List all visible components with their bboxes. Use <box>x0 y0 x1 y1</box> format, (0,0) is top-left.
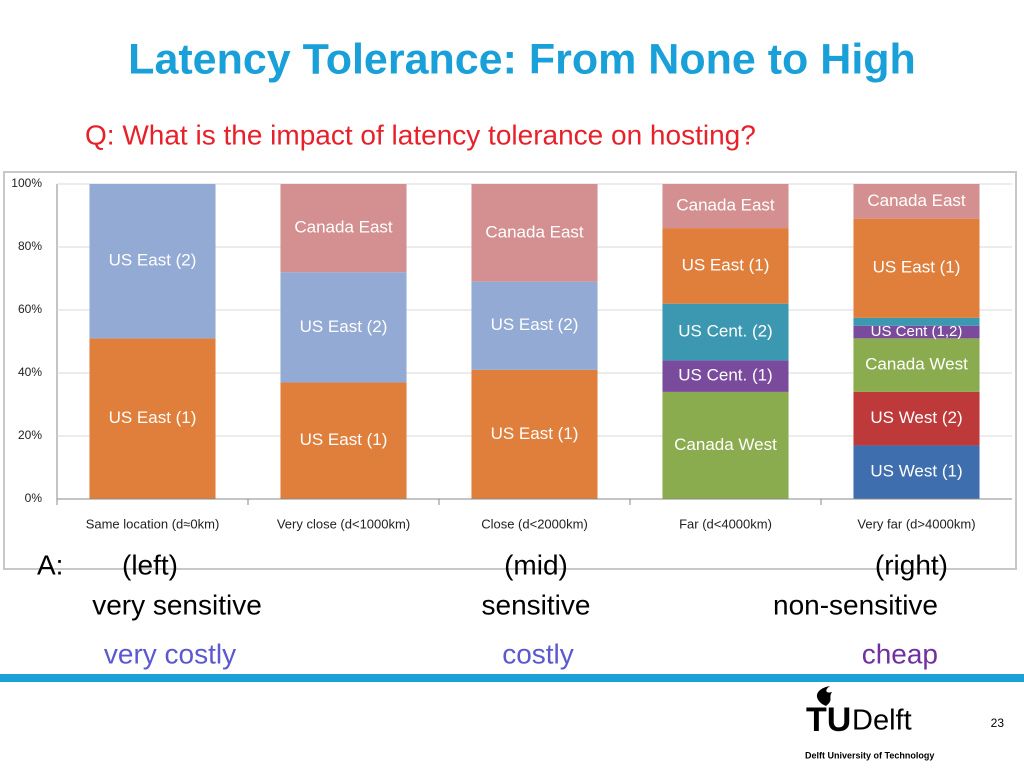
answer-sensitivity: non-sensitive <box>773 589 938 620</box>
bar-segment <box>89 338 216 499</box>
segment-label: US East (2) <box>109 251 197 270</box>
segment-label: US West (2) <box>870 408 962 427</box>
answer-cost: very costly <box>104 638 236 669</box>
segment-label: Canada East <box>867 191 966 210</box>
segment-label: Canada West <box>674 435 777 454</box>
segment-label: US West (1) <box>870 462 962 481</box>
x-tick-label: Very close (d<1000km) <box>277 516 410 531</box>
logo-flame <box>816 686 832 706</box>
segment-label: Canada West <box>865 355 968 374</box>
segment-label: Canada East <box>294 218 393 237</box>
answer-prefix: A: <box>37 549 63 580</box>
bar-segment <box>853 325 980 339</box>
bar-segment <box>280 382 407 499</box>
bar-segment <box>853 445 980 499</box>
segment-label: US East (1) <box>109 408 197 427</box>
bar-segment <box>853 218 980 318</box>
answer-sensitivity: sensitive <box>482 589 591 620</box>
answer-sensitivity: very sensitive <box>92 589 262 620</box>
x-tick-label: Close (d<2000km) <box>481 516 588 531</box>
y-tick-label: 60% <box>18 302 42 316</box>
y-tick-label: 80% <box>18 239 42 253</box>
slide-subtitle: Q: What is the impact of latency toleran… <box>85 119 756 150</box>
y-tick-label: 100% <box>11 176 42 190</box>
bar-segment <box>662 360 789 392</box>
bar-segment <box>662 228 789 304</box>
answer-position: (right) <box>875 549 948 580</box>
bar-segment <box>280 272 407 383</box>
answer-position: (mid) <box>504 549 568 580</box>
segment-label: US East (2) <box>491 315 579 334</box>
answer-cost: cheap <box>862 638 938 669</box>
page-number: 23 <box>991 716 1005 730</box>
segment-label: US East (1) <box>873 258 961 277</box>
segment-label: US Cent. (1) <box>678 366 772 385</box>
segment-label: US East (1) <box>491 424 579 443</box>
segment-label: US East (1) <box>682 255 770 274</box>
x-tick-label: Very far (d>4000km) <box>857 516 975 531</box>
chart: 0% 20% 40% 60% 80% 100% Same location (d≈0km) U… <box>11 176 1012 531</box>
x-tick-label: Far (d<4000km) <box>679 516 772 531</box>
bar-segment <box>471 369 598 499</box>
segment-label: US East (1) <box>300 430 388 449</box>
bar-segment <box>471 281 598 370</box>
y-tick-label: 20% <box>18 428 42 442</box>
slide-title: Latency Tolerance: From None to High <box>128 35 916 83</box>
segment-label: Canada East <box>485 222 584 241</box>
segment-label: US Cent (1,2) <box>871 323 963 340</box>
answer-cost: costly <box>502 638 574 669</box>
bar-segment <box>853 184 980 219</box>
footer-rule <box>0 674 1024 682</box>
bar-segment <box>662 303 789 361</box>
y-tick-label: 40% <box>18 365 42 379</box>
segment-label: US Cent. (2) <box>678 322 772 341</box>
segment-label: US East (2) <box>300 317 388 336</box>
bar-segment <box>280 184 407 273</box>
institution: Delft University of Technology <box>805 750 934 760</box>
logo-prefix: TU <box>806 701 851 739</box>
bar-segment <box>662 184 789 229</box>
bar-segment <box>471 184 598 282</box>
bar-segment <box>853 317 980 326</box>
bar-segment <box>89 184 216 339</box>
answer-position: (left) <box>122 549 178 580</box>
bar-segment <box>853 391 980 446</box>
y-tick-label: 0% <box>25 491 43 505</box>
bar-segment <box>662 391 789 499</box>
x-tick-label: Same location (d≈0km) <box>86 516 220 531</box>
segment-label: Canada East <box>676 196 775 215</box>
bar-segment <box>853 338 980 392</box>
logo-suffix: Delft <box>852 705 912 737</box>
